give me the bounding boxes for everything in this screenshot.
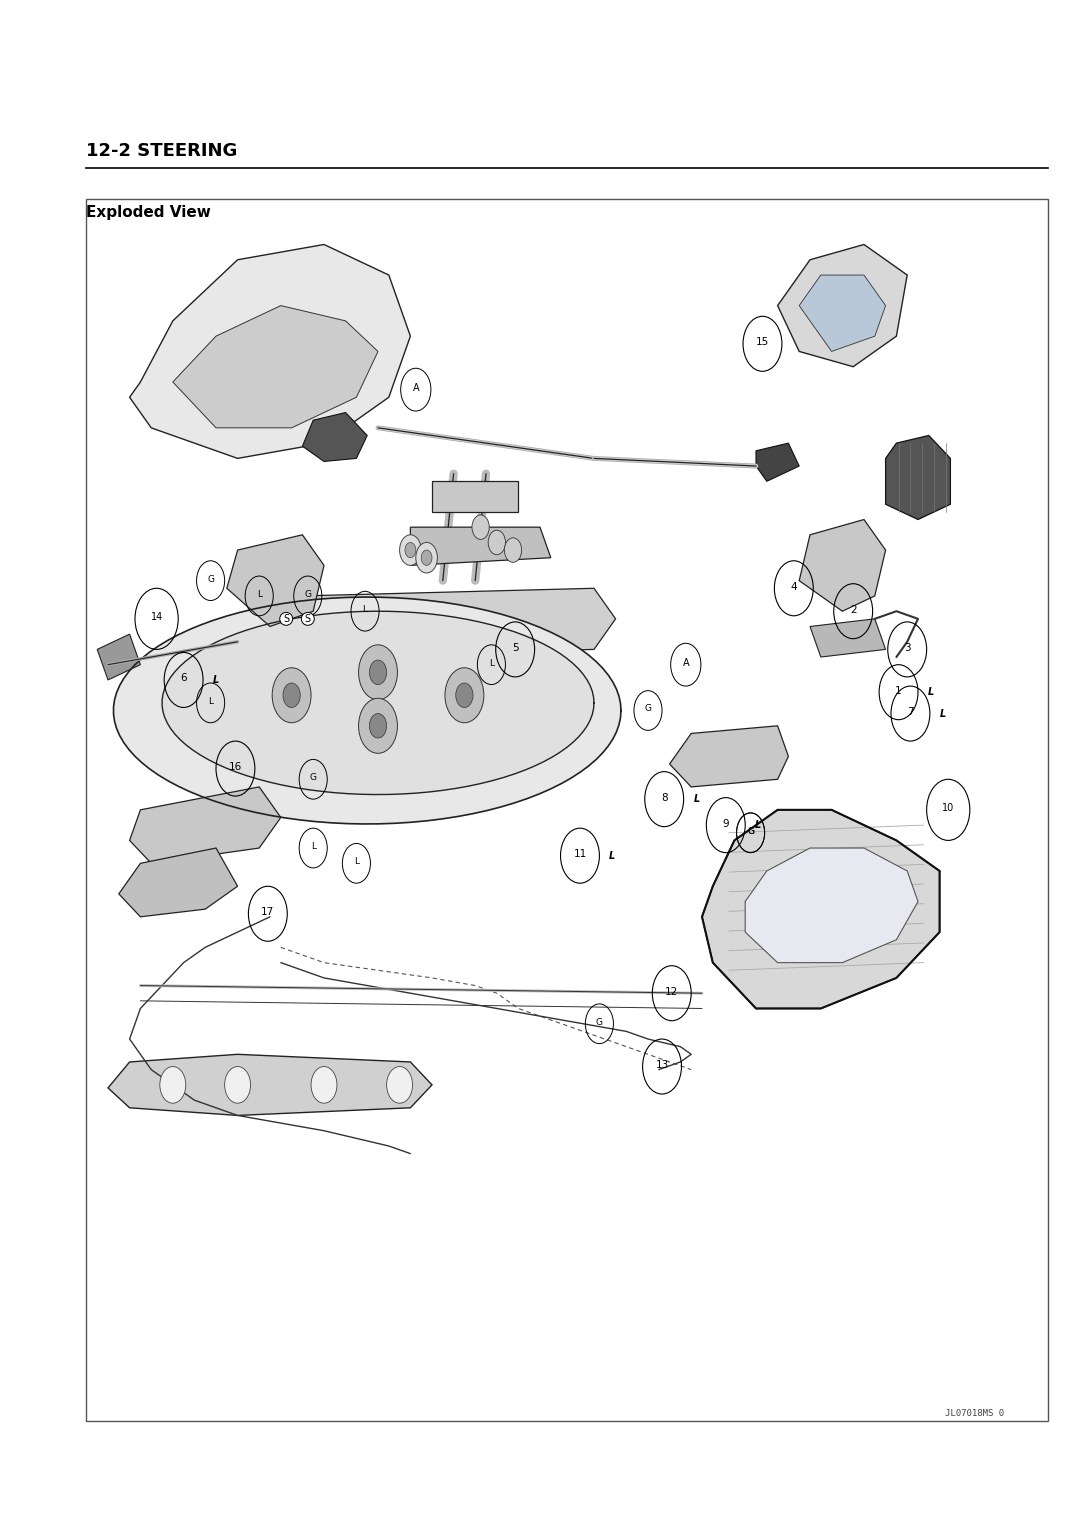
Text: 7: 7 [907,707,914,717]
Circle shape [369,714,387,738]
Circle shape [369,660,387,685]
Circle shape [359,698,397,753]
Polygon shape [799,275,886,351]
Polygon shape [162,611,594,795]
Polygon shape [97,634,140,680]
Text: JL07018MS 0: JL07018MS 0 [945,1409,1004,1418]
Text: 9: 9 [723,819,729,828]
Text: Exploded View: Exploded View [86,205,212,220]
Text: 3: 3 [904,643,910,652]
Text: 10: 10 [942,804,955,813]
Text: 13: 13 [656,1060,669,1070]
Circle shape [400,535,421,565]
Text: 11: 11 [573,850,586,859]
Text: 14: 14 [150,613,163,622]
Polygon shape [302,413,367,461]
Polygon shape [702,810,940,1008]
Polygon shape [227,535,324,626]
Circle shape [272,668,311,723]
Circle shape [421,550,432,565]
Polygon shape [113,597,621,824]
Circle shape [405,542,416,558]
Polygon shape [886,435,950,520]
Circle shape [387,1067,413,1103]
Polygon shape [410,527,551,565]
Polygon shape [745,848,918,963]
Text: G: G [207,575,214,584]
Text: 16: 16 [229,762,242,772]
Circle shape [283,683,300,707]
Text: 5: 5 [512,643,518,652]
Text: L: L [208,697,213,706]
Text: L: L [354,857,359,866]
Polygon shape [756,443,799,481]
Circle shape [359,645,397,700]
FancyBboxPatch shape [86,199,1048,1421]
Text: L: L [693,795,700,804]
Circle shape [472,515,489,539]
Polygon shape [799,520,886,611]
Polygon shape [108,1054,432,1115]
Text: L: L [609,851,616,860]
Text: 12-2 STEERING: 12-2 STEERING [86,142,238,160]
Text: A: A [683,659,689,668]
Polygon shape [670,726,788,787]
Text: G: G [310,773,316,782]
Circle shape [311,1067,337,1103]
Circle shape [456,683,473,707]
Circle shape [445,668,484,723]
Text: L: L [755,821,761,830]
Polygon shape [130,244,410,458]
Circle shape [225,1067,251,1103]
Text: 8: 8 [661,793,667,802]
Polygon shape [778,244,907,367]
Text: A: A [413,384,419,393]
Text: G: G [747,827,754,836]
Polygon shape [173,306,378,428]
Text: 6: 6 [180,674,187,683]
Text: S: S [283,614,289,623]
Polygon shape [432,481,518,512]
Text: 15: 15 [756,338,769,347]
Text: L: L [928,688,934,697]
Text: L: L [489,659,494,668]
Circle shape [160,1067,186,1103]
Text: L: L [257,590,261,599]
Circle shape [488,530,505,555]
Text: G: G [747,827,754,836]
Text: G: G [645,704,651,714]
Text: G: G [305,590,311,599]
Text: S: S [305,614,311,623]
Text: 17: 17 [261,908,274,917]
Polygon shape [810,619,886,657]
Text: 4: 4 [791,582,797,591]
Polygon shape [130,787,281,863]
Polygon shape [119,848,238,917]
Text: L: L [363,605,367,614]
Circle shape [416,542,437,573]
Circle shape [504,538,522,562]
Polygon shape [281,588,616,657]
Text: 2: 2 [850,605,856,614]
Text: 1: 1 [895,686,902,695]
Text: 12: 12 [665,987,678,996]
Text: L: L [213,675,219,685]
Text: G: G [596,1018,603,1027]
Text: L: L [311,842,315,851]
Text: L: L [940,709,946,718]
